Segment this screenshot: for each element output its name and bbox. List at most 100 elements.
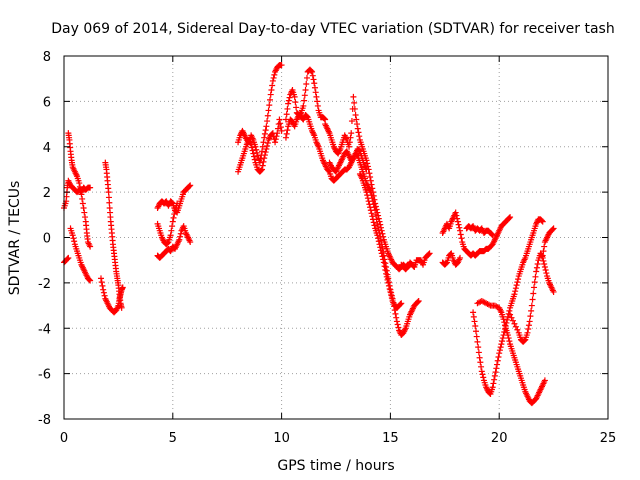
data-point [266,102,273,109]
data-point [499,335,506,342]
data-point [365,198,372,205]
data-point [258,167,265,174]
data-point [512,323,519,330]
data-point [478,368,485,375]
data-point [367,204,374,211]
data-point [352,111,359,118]
data-point [374,232,381,239]
series-tash_seg12 [282,66,329,123]
data-point [283,130,290,137]
data-point [105,194,112,201]
data-point [385,279,392,286]
data-point [498,341,505,348]
data-point [350,93,357,100]
data-point [313,93,320,100]
series-tash_seg16 [356,170,405,311]
data-point [511,291,518,298]
data-point [325,167,332,174]
series-tash_seg9 [154,223,194,261]
data-point [366,170,373,177]
data-point [348,118,355,125]
data-point [168,227,175,234]
data-point [514,279,521,286]
data-point [550,288,557,295]
data-point [260,139,267,146]
series-tash_seg10 [235,62,285,166]
data-point [300,102,307,109]
data-point [100,289,107,296]
data-point [169,218,176,225]
data-point [78,191,85,198]
data-point [509,317,516,324]
data-point [476,354,483,361]
data-point [263,146,270,153]
data-point [311,84,318,91]
data-point [354,121,361,128]
data-point [539,252,546,259]
data-point [261,134,268,141]
data-point [285,97,292,104]
data-point [387,288,394,295]
data-point [470,313,477,320]
data-point [489,384,496,391]
data-point [77,187,84,194]
x-axis-label: GPS time / hours [277,458,394,474]
data-point [454,218,461,225]
data-point [278,62,285,69]
data-point [502,322,509,329]
y-tick-label: -6 [38,368,51,383]
data-point [309,68,316,75]
data-point [532,273,539,280]
data-point [187,182,194,189]
y-tick-label: 6 [43,95,51,110]
data-point [276,116,283,123]
data-point [375,226,382,233]
data-point [533,268,540,275]
data-point [365,166,372,173]
data-point [87,277,94,284]
data-point [378,250,385,257]
data-point [478,363,485,370]
data-point [186,183,193,190]
data-point [382,267,389,274]
data-point [538,217,545,224]
data-point [380,256,387,263]
data-point [528,307,535,314]
data-point [512,288,519,295]
data-point [475,349,482,356]
data-point [393,318,400,325]
data-point [81,209,88,216]
x-tick-label: 20 [491,431,508,446]
data-point [370,219,377,226]
data-point [101,292,108,299]
data-point [495,353,502,360]
data-point [311,80,318,87]
data-point [169,199,176,206]
data-point [386,285,393,292]
data-point [470,309,477,316]
data-point [268,87,275,94]
data-point [527,313,534,320]
data-point [351,99,358,106]
data-point [480,374,487,381]
data-point [354,125,361,132]
data-point [269,82,276,89]
data-point [286,94,293,101]
data-point [105,189,112,196]
data-point [497,344,504,351]
data-point [169,223,176,230]
data-point [383,270,390,277]
data-point [118,304,125,311]
data-point [263,123,270,130]
data-point [521,337,528,344]
data-point [177,230,184,237]
data-point [383,273,390,280]
data-point [514,326,521,333]
x-tick-label: 5 [169,431,177,446]
data-point [455,221,462,228]
data-point [388,295,395,301]
data-point [529,296,536,303]
data-point [541,243,548,250]
data-point [364,192,371,199]
data-point [292,99,299,106]
